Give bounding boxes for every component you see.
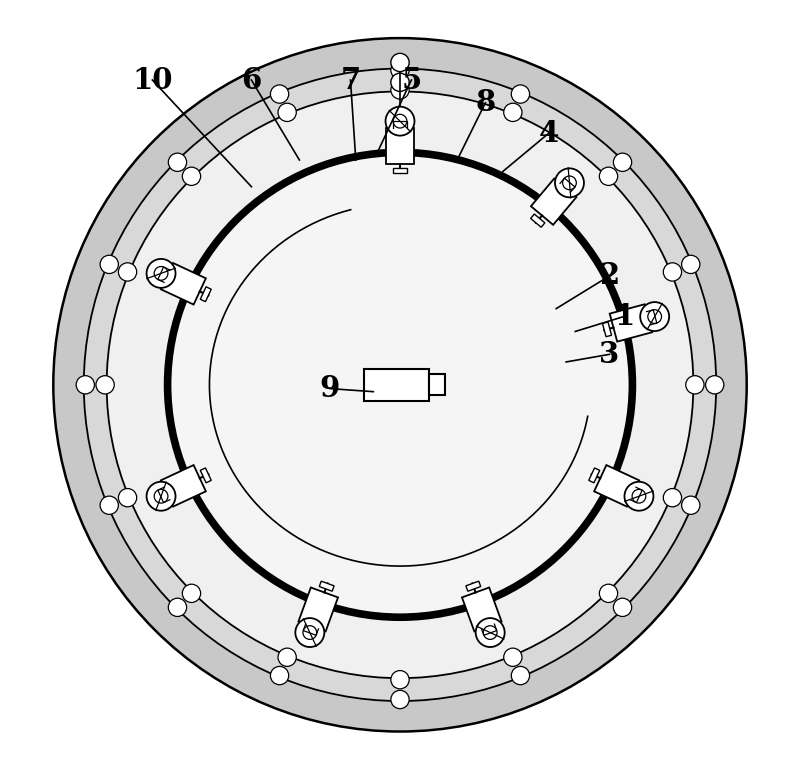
Polygon shape [298, 588, 338, 632]
Circle shape [614, 598, 632, 616]
Circle shape [562, 176, 576, 190]
Circle shape [118, 488, 137, 507]
Circle shape [278, 103, 296, 121]
Circle shape [640, 302, 669, 331]
Circle shape [167, 152, 633, 617]
Text: 3: 3 [599, 340, 620, 369]
Circle shape [686, 376, 704, 394]
Circle shape [168, 153, 186, 171]
Polygon shape [386, 128, 414, 164]
Circle shape [663, 263, 682, 281]
Text: 10: 10 [132, 66, 173, 94]
Circle shape [599, 167, 618, 185]
Circle shape [295, 618, 324, 647]
Circle shape [182, 167, 201, 185]
Polygon shape [393, 168, 407, 174]
Polygon shape [200, 287, 211, 302]
Circle shape [391, 73, 409, 91]
Polygon shape [602, 322, 611, 337]
Circle shape [393, 114, 407, 128]
Circle shape [599, 584, 618, 603]
Circle shape [483, 626, 497, 639]
Circle shape [682, 496, 700, 514]
Bar [364, 369, 429, 401]
Polygon shape [106, 91, 694, 678]
Circle shape [278, 648, 296, 667]
Circle shape [391, 671, 409, 689]
Circle shape [632, 489, 646, 503]
Circle shape [100, 496, 118, 514]
Circle shape [386, 107, 414, 136]
Polygon shape [589, 468, 600, 483]
Circle shape [391, 53, 409, 72]
Polygon shape [54, 38, 746, 732]
Polygon shape [462, 588, 502, 632]
Polygon shape [161, 465, 206, 507]
Text: 6: 6 [242, 66, 262, 94]
Circle shape [391, 61, 409, 79]
Text: 2: 2 [599, 261, 620, 290]
Circle shape [303, 626, 317, 639]
Circle shape [168, 598, 186, 616]
Polygon shape [594, 465, 639, 507]
Text: 4: 4 [538, 119, 558, 148]
Circle shape [391, 690, 409, 709]
Circle shape [625, 482, 654, 511]
Circle shape [476, 618, 505, 647]
Circle shape [511, 85, 530, 103]
Polygon shape [530, 214, 545, 227]
Circle shape [391, 81, 409, 99]
Polygon shape [531, 178, 576, 225]
Circle shape [663, 488, 682, 507]
Circle shape [504, 103, 522, 121]
Circle shape [182, 584, 201, 603]
Text: 5: 5 [402, 66, 422, 94]
Circle shape [118, 263, 137, 281]
Text: 8: 8 [475, 88, 495, 117]
Circle shape [96, 376, 114, 394]
Circle shape [100, 255, 118, 274]
Polygon shape [319, 581, 334, 591]
Circle shape [511, 667, 530, 685]
Polygon shape [161, 263, 206, 305]
Text: 1: 1 [614, 302, 635, 331]
Circle shape [146, 259, 175, 288]
Circle shape [270, 85, 289, 103]
Circle shape [154, 489, 168, 503]
Circle shape [555, 168, 584, 197]
Text: 7: 7 [340, 66, 361, 94]
Circle shape [270, 667, 289, 685]
Circle shape [154, 267, 168, 280]
Circle shape [706, 376, 724, 394]
Polygon shape [466, 581, 481, 591]
Circle shape [648, 309, 662, 323]
Bar [429, 374, 446, 395]
Circle shape [614, 153, 632, 171]
Circle shape [682, 255, 700, 274]
Circle shape [76, 376, 94, 394]
Polygon shape [610, 304, 652, 341]
Circle shape [504, 648, 522, 667]
Polygon shape [84, 69, 716, 701]
Polygon shape [200, 468, 211, 483]
Text: 9: 9 [320, 374, 340, 403]
Circle shape [146, 482, 175, 511]
